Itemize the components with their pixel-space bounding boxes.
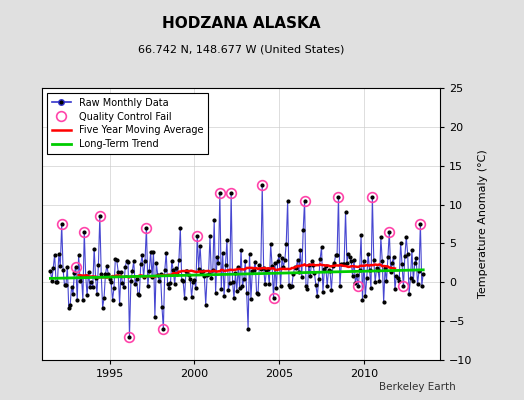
Text: 66.742 N, 148.677 W (United States): 66.742 N, 148.677 W (United States) <box>138 44 344 54</box>
Text: HODZANA ALASKA: HODZANA ALASKA <box>162 16 320 31</box>
Text: Berkeley Earth: Berkeley Earth <box>379 382 456 392</box>
Legend: Raw Monthly Data, Quality Control Fail, Five Year Moving Average, Long-Term Tren: Raw Monthly Data, Quality Control Fail, … <box>47 93 208 154</box>
Y-axis label: Temperature Anomaly (°C): Temperature Anomaly (°C) <box>478 150 488 298</box>
